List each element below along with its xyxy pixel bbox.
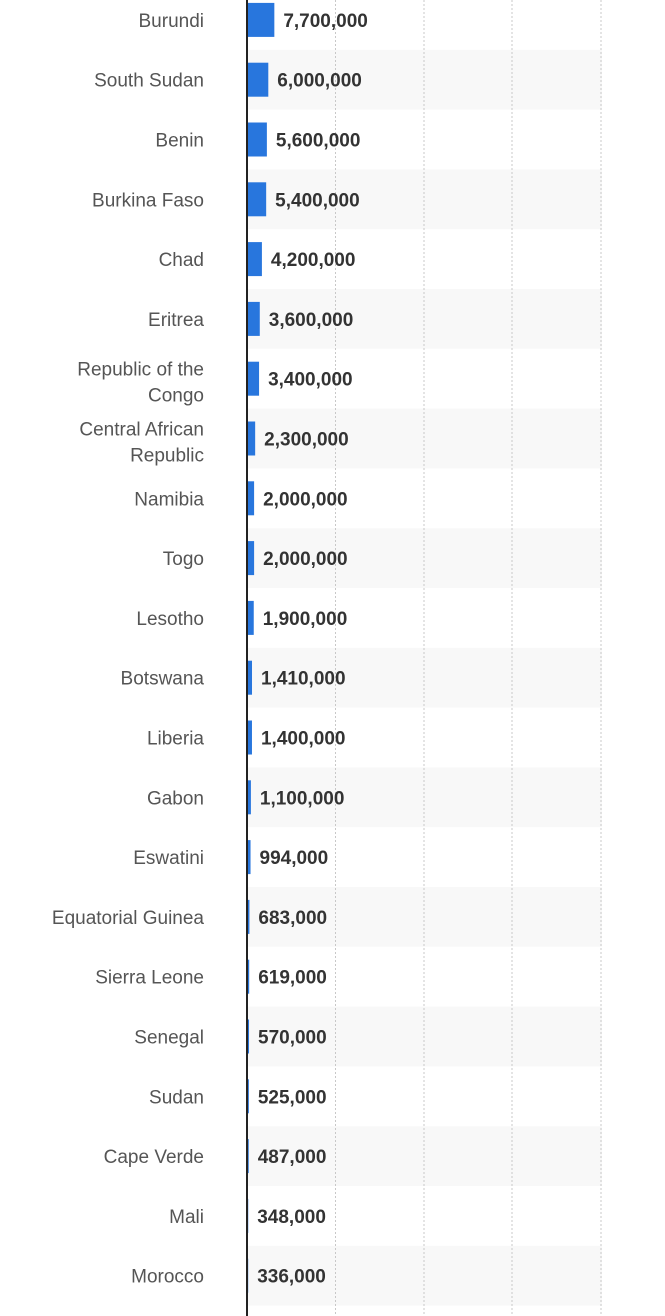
category-label: Republic of the Congo [77, 360, 204, 407]
value-label: 2,000,000 [263, 549, 348, 570]
bar [247, 899, 250, 934]
category-label: Togo [163, 549, 204, 570]
category-label: Morocco [131, 1267, 204, 1288]
bar [247, 840, 251, 875]
value-label: 1,100,000 [260, 788, 345, 809]
value-labels: 7,700,000 6,000,000 5,600,000 5,400,000 4,20… [257, 11, 368, 1288]
bar [247, 1019, 250, 1054]
bar [247, 182, 267, 217]
category-label: Sudan [149, 1087, 204, 1108]
bar [247, 2, 275, 37]
bar [247, 660, 253, 695]
value-label: 2,300,000 [264, 430, 349, 451]
category-label: Central African Republic [79, 420, 204, 467]
bar [247, 301, 260, 336]
bar [247, 242, 262, 277]
category-label: Liberia [147, 729, 204, 750]
category-labels: Burundi South Sudan Benin Burkina Faso Chad E… [52, 11, 205, 1288]
value-label: 619,000 [258, 968, 327, 989]
row-stripe [247, 169, 602, 230]
bar [247, 720, 252, 755]
value-label: 4,200,000 [271, 250, 356, 271]
category-label: Botswana [121, 669, 205, 690]
value-label: 683,000 [258, 908, 327, 929]
category-label: Burkina Faso [92, 190, 204, 211]
bar [247, 62, 269, 97]
category-label: South Sudan [94, 71, 204, 92]
row-stripe [247, 528, 602, 588]
bar [247, 959, 250, 994]
value-label: 2,000,000 [263, 489, 348, 510]
category-label: Lesotho [136, 609, 204, 630]
value-label: 3,400,000 [268, 370, 353, 391]
value-label: 3,600,000 [269, 310, 354, 331]
value-label: 1,410,000 [261, 669, 346, 690]
row-stripe [247, 408, 602, 469]
bar [247, 481, 255, 516]
bar [247, 600, 254, 635]
category-label: Eswatini [133, 848, 204, 869]
category-label: Equatorial Guinea [52, 908, 205, 929]
category-label: Namibia [134, 489, 204, 510]
category-label: Senegal [134, 1028, 204, 1049]
bar [247, 361, 260, 396]
value-label: 1,400,000 [261, 729, 346, 750]
category-label: Chad [159, 250, 204, 271]
value-label: 7,700,000 [283, 11, 368, 32]
bars [247, 2, 275, 1293]
row-stripe [247, 1245, 602, 1306]
bar [247, 541, 255, 576]
value-label: 348,000 [257, 1207, 326, 1228]
category-label: Sierra Leone [95, 968, 204, 989]
category-label: Mali [169, 1207, 204, 1228]
row-stripe [247, 49, 602, 110]
value-label: 525,000 [258, 1087, 327, 1108]
value-label: 994,000 [260, 848, 329, 869]
category-label: Burundi [139, 11, 205, 32]
category-label: Gabon [147, 788, 204, 809]
category-label: Benin [155, 131, 204, 152]
value-label: 570,000 [258, 1028, 327, 1049]
gridlines [335, 0, 602, 1316]
bar [247, 780, 251, 815]
row-stripe [247, 289, 602, 349]
value-label: 1,900,000 [263, 609, 348, 630]
category-label: Eritrea [148, 310, 204, 331]
category-label: Cape Verde [104, 1147, 204, 1168]
bar [247, 122, 267, 157]
value-label: 336,000 [257, 1267, 326, 1288]
value-label: 6,000,000 [277, 71, 362, 92]
value-label: 5,400,000 [275, 190, 360, 211]
bar [247, 421, 256, 456]
value-label: 487,000 [258, 1147, 327, 1168]
value-label: 5,600,000 [276, 131, 361, 152]
